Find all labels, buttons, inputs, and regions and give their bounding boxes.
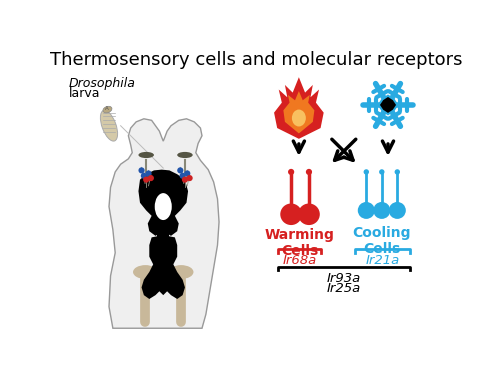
Text: Ir68a: Ir68a [282, 254, 317, 267]
Circle shape [141, 173, 147, 179]
Polygon shape [138, 170, 188, 236]
Circle shape [184, 171, 190, 177]
Ellipse shape [177, 152, 192, 158]
Polygon shape [142, 236, 185, 299]
Text: Cooling
Cells: Cooling Cells [352, 226, 411, 256]
Text: A: A [105, 105, 108, 111]
Text: Ir21a: Ir21a [366, 254, 400, 267]
Polygon shape [109, 119, 219, 328]
Circle shape [288, 169, 294, 175]
Circle shape [306, 169, 312, 175]
Circle shape [180, 173, 186, 179]
Ellipse shape [103, 106, 112, 113]
Text: Drosophila: Drosophila [68, 77, 136, 90]
Circle shape [298, 203, 320, 225]
Ellipse shape [100, 110, 117, 141]
Text: Ir25a: Ir25a [326, 282, 361, 295]
Ellipse shape [168, 265, 194, 279]
Circle shape [177, 167, 184, 174]
Circle shape [146, 171, 152, 177]
Circle shape [143, 177, 150, 183]
Circle shape [374, 202, 390, 219]
Polygon shape [274, 77, 324, 139]
Ellipse shape [138, 152, 154, 158]
Circle shape [148, 175, 154, 181]
Ellipse shape [154, 193, 172, 220]
Text: Warming
Cells: Warming Cells [264, 228, 334, 258]
Circle shape [394, 169, 400, 175]
Circle shape [379, 169, 384, 175]
Text: larva: larva [68, 87, 100, 100]
Circle shape [182, 177, 188, 183]
Circle shape [364, 169, 369, 175]
Ellipse shape [292, 110, 306, 126]
Circle shape [389, 202, 406, 219]
Circle shape [358, 202, 375, 219]
Polygon shape [284, 91, 314, 134]
Circle shape [186, 175, 192, 181]
Circle shape [138, 167, 144, 174]
Circle shape [280, 203, 302, 225]
Text: Thermosensory cells and molecular receptors: Thermosensory cells and molecular recept… [50, 51, 463, 69]
Ellipse shape [133, 265, 158, 279]
Text: Ir93a: Ir93a [326, 272, 361, 285]
Polygon shape [157, 231, 170, 239]
Polygon shape [378, 96, 398, 114]
